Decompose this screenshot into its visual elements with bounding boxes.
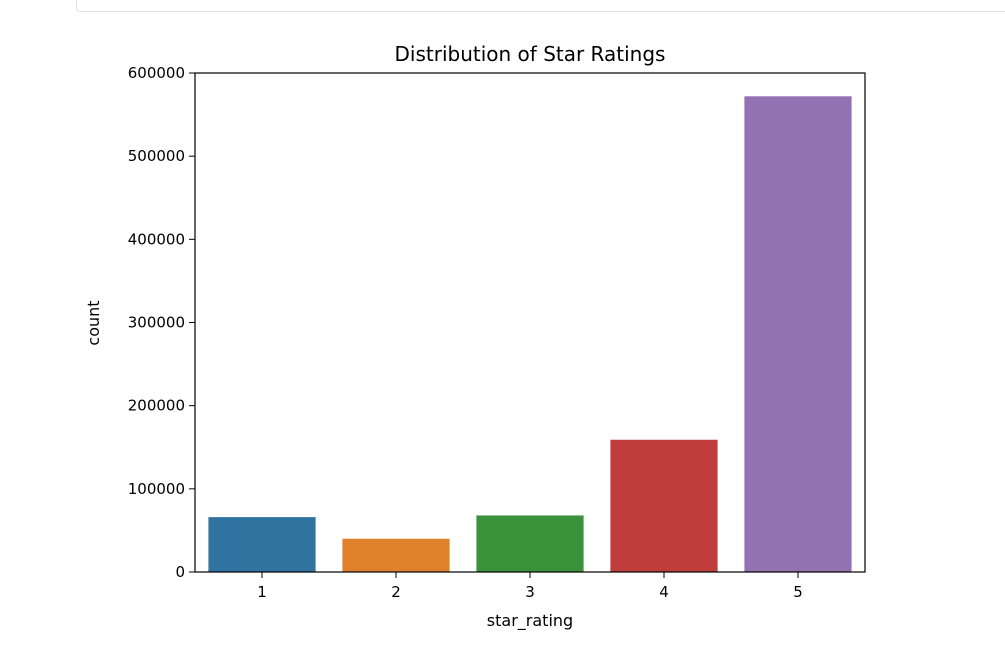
x-tick-label: 4: [659, 583, 669, 601]
x-tick-label: 2: [391, 583, 401, 601]
x-tick-label: 1: [257, 583, 267, 601]
bar-rating-2: [342, 538, 450, 572]
y-axis-label: count: [84, 300, 103, 345]
chart-title: Distribution of Star Ratings: [395, 42, 666, 66]
bar-rating-4: [610, 439, 718, 572]
y-tick-label: 200000: [128, 397, 185, 415]
plot-frame: [194, 72, 866, 573]
bar-rating-5: [744, 96, 852, 572]
y-tick-label: 100000: [128, 480, 185, 498]
y-tick-label: 600000: [128, 64, 185, 82]
y-axis-ticks: 0 100000 200000 300000 400000 500000 600000: [128, 64, 195, 581]
y-tick-label: 0: [175, 563, 185, 581]
y-tick-label: 300000: [128, 314, 185, 332]
notebook-cell-border: [76, 0, 1005, 12]
x-axis-ticks: 1 2 3 4 5: [257, 572, 803, 601]
x-tick-label: 3: [525, 583, 535, 601]
x-axis-label: star_rating: [487, 611, 573, 631]
bars-group: [208, 96, 852, 572]
bar-rating-1: [208, 517, 316, 572]
y-tick-label: 400000: [128, 230, 185, 248]
bar-rating-3: [476, 515, 584, 572]
y-tick-label: 500000: [128, 147, 185, 165]
x-tick-label: 5: [793, 583, 803, 601]
